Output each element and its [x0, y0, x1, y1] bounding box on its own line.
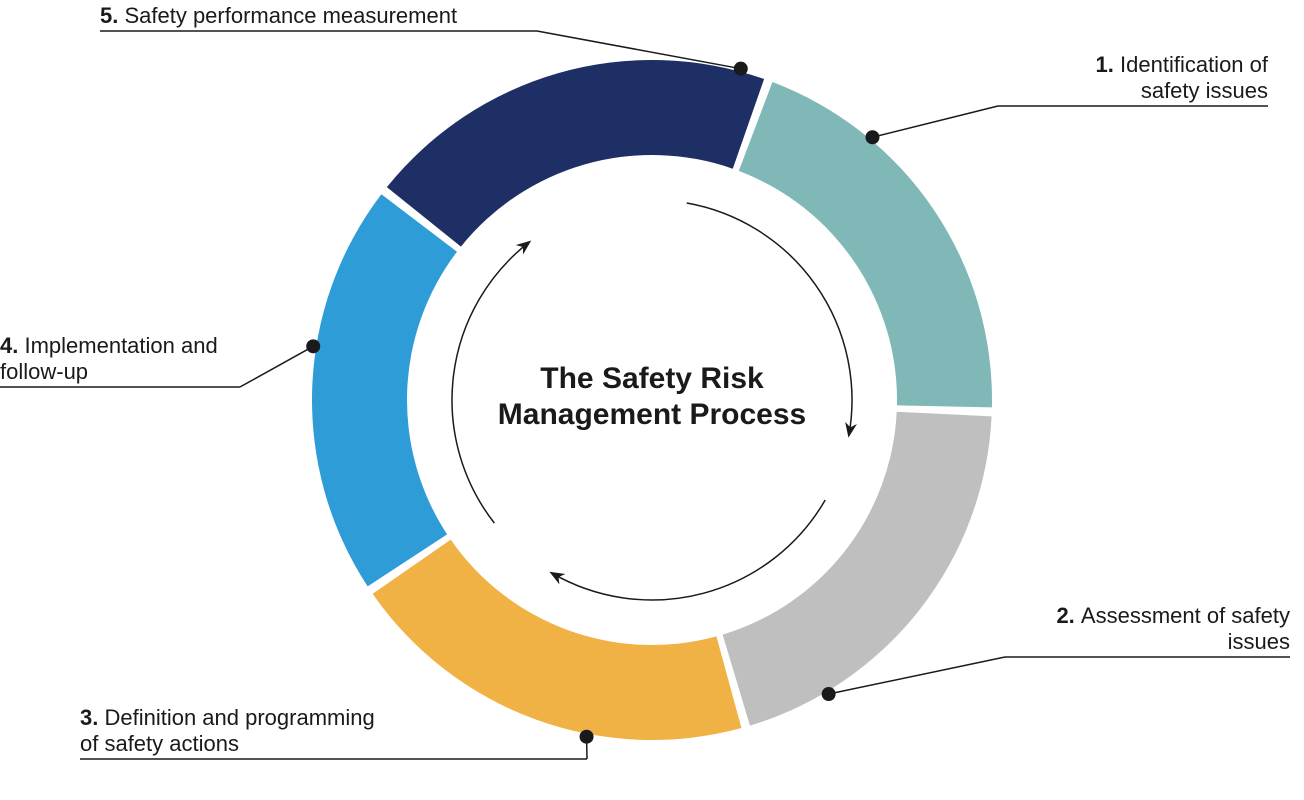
label-1-num: 1.	[1096, 52, 1120, 77]
cycle-diagram: The Safety RiskManagement Process 1. Iden…	[0, 0, 1304, 800]
center-title-line1: The Safety Risk	[540, 362, 764, 395]
label-5-num: 5.	[100, 3, 124, 28]
label-1-line2: safety issues	[1141, 78, 1268, 103]
label-4-line1: 4. Implementation and	[0, 333, 218, 358]
label-2-line1: 2. Assessment of safety	[1056, 603, 1290, 628]
label-3-num: 3.	[80, 705, 104, 730]
label-1-text1: Identification of	[1120, 52, 1269, 77]
label-5-line1: 5. Safety performance measurement	[100, 3, 457, 28]
label-3-line1: 3. Definition and programming	[80, 705, 375, 730]
label-2-line2: issues	[1228, 629, 1290, 654]
label-2-text1: Assessment of safety	[1081, 603, 1290, 628]
label-1-line1: 1. Identification of	[1096, 52, 1269, 77]
label-4-num: 4.	[0, 333, 24, 358]
label-4-text1: Implementation and	[24, 333, 217, 358]
label-5-text1: Safety performance measurement	[124, 3, 457, 28]
label-2-num: 2.	[1056, 603, 1080, 628]
label-4-line2: follow-up	[0, 359, 88, 384]
label-3-line2: of safety actions	[80, 731, 239, 756]
center-title-line2: Management Process	[498, 398, 806, 431]
label-3-text1: Definition and programming	[104, 705, 374, 730]
